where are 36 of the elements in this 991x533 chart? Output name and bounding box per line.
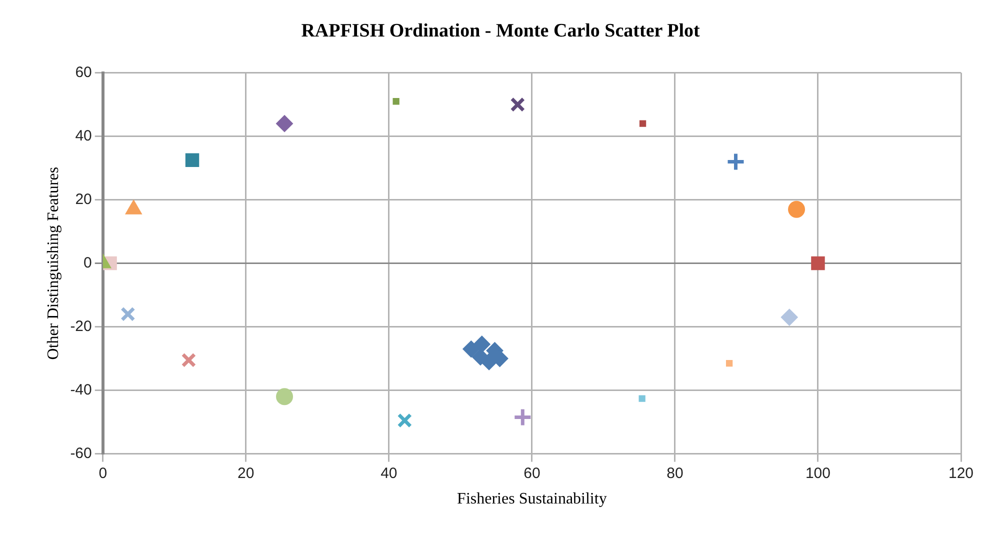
point	[181, 352, 196, 368]
point	[473, 336, 490, 353]
point	[276, 115, 294, 132]
y-axis-title: Other Distinguishing Features	[44, 166, 62, 360]
point	[397, 413, 412, 428]
x-tick-label: 120	[948, 464, 974, 482]
y-tick-label: -60	[70, 444, 92, 462]
point	[480, 353, 498, 370]
point	[462, 340, 480, 358]
point	[276, 388, 294, 406]
y-tick-label: -40	[70, 381, 92, 398]
point	[726, 360, 733, 367]
chart-title: RAPFISH Ordination - Monte Carlo Scatter Plot	[301, 20, 700, 42]
point	[639, 120, 646, 127]
point	[185, 153, 200, 167]
point	[811, 256, 825, 270]
point	[510, 97, 526, 112]
x-tick-label: 0	[98, 464, 108, 482]
x-tick-label: 20	[238, 464, 254, 482]
y-tick-label: -20	[70, 318, 92, 335]
point	[120, 306, 136, 322]
x-tick-label: 80	[666, 464, 684, 482]
point	[780, 308, 798, 326]
point	[638, 395, 646, 402]
x-axis-title: Fisheries Sustainability	[457, 490, 607, 508]
x-tick-label: 100	[805, 464, 830, 482]
y-tick-label: 0	[84, 254, 92, 272]
point	[392, 98, 400, 105]
y-tick-label: 20	[75, 190, 92, 208]
point	[788, 200, 806, 218]
x-tick-label: 40	[380, 464, 398, 482]
point	[512, 408, 532, 428]
x-tick-label: 60	[524, 464, 540, 482]
point	[726, 152, 746, 172]
y-tick-label: 60	[75, 64, 92, 81]
y-tick-label: 40	[75, 127, 92, 144]
